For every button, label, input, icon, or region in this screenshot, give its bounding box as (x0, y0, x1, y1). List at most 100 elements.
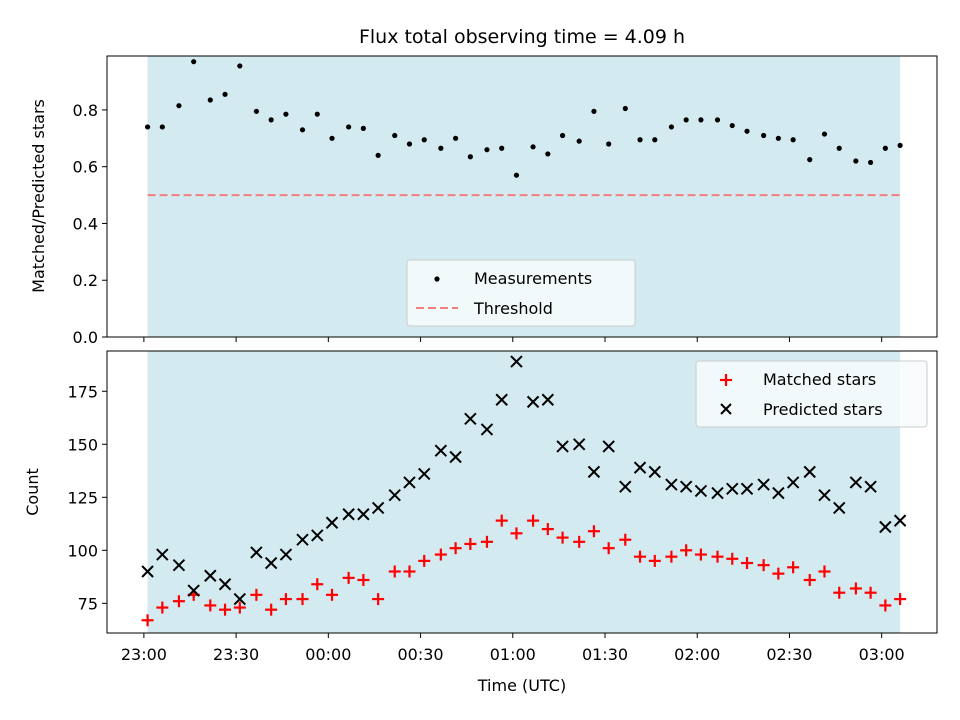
matched-stars-point (849, 582, 862, 595)
predicted-stars-point (711, 486, 724, 500)
predicted-stars-point (587, 465, 601, 479)
matched-stars-point (464, 537, 477, 550)
predicted-stars-point (679, 480, 693, 493)
matched-stars-point (772, 567, 785, 580)
matched-stars-point (573, 535, 586, 548)
measurement-point (591, 108, 597, 114)
measurement-point (438, 145, 444, 151)
predicted-stars-point (233, 592, 247, 606)
legend-matched-label: Matched stars (763, 370, 876, 389)
matched-stars-point (311, 578, 324, 591)
predicted-stars-point (296, 533, 309, 546)
matched-stars-point (541, 523, 554, 536)
measurement-point (360, 125, 366, 131)
y-tick-label: 75 (78, 594, 98, 613)
matched-stars-point (556, 531, 569, 544)
y-tick-label: 0.8 (73, 101, 98, 120)
measurement-point (668, 124, 675, 130)
matched-stars-point (265, 603, 278, 616)
measurement-point (761, 132, 767, 139)
matched-stars-point (156, 601, 169, 614)
x-tick-label: 00:30 (398, 645, 444, 664)
y-tick-label: 0.2 (73, 271, 98, 290)
matched-stars-point (434, 548, 447, 561)
measurement-point (314, 111, 320, 117)
measurement-point (683, 117, 689, 123)
measurement-point (652, 137, 658, 143)
predicted-stars-point (818, 488, 831, 502)
y-axis-label-bottom: Count (23, 468, 42, 516)
measurement-point (421, 137, 427, 143)
predicted-stars-point (602, 440, 615, 453)
x-tick-label: 02:00 (674, 645, 720, 664)
measurement-point (622, 105, 628, 112)
measurement-point (744, 128, 750, 134)
x-axis-ticks-bottom: 23:00 23:30 00:00 00:30 01:00 01:30 02:00 02:30… (121, 633, 905, 664)
predicted-stars-point (495, 393, 508, 406)
predicted-stars-point (464, 412, 477, 426)
matched-stars-point (296, 593, 309, 606)
measurement-point (714, 117, 721, 123)
matched-stars-point (172, 595, 185, 608)
measurement-point (159, 124, 165, 130)
matched-stars-point (418, 554, 431, 567)
measurement-point (268, 117, 274, 123)
matched-stars-point (803, 573, 816, 586)
plot-frame-bottom (106, 350, 938, 634)
matched-stars-point (634, 550, 647, 563)
measurement-point (237, 63, 243, 69)
measurement-point (530, 144, 536, 150)
measurement-point (392, 132, 398, 139)
matched-stars-point (403, 565, 416, 578)
predicted-stars-point (325, 516, 339, 529)
matched-stars-point (894, 593, 907, 606)
measurement-point (729, 122, 735, 129)
predicted-stars-point (172, 558, 186, 572)
predicted-stars-point (250, 546, 263, 559)
matched-stars-point (787, 561, 800, 574)
predicted-stars-point (279, 548, 293, 561)
measurement-point (467, 154, 473, 160)
y-tick-label: 0.4 (73, 214, 98, 233)
predicted-stars-point (480, 423, 494, 436)
predicted-stars-point (665, 478, 678, 491)
measurement-point (222, 91, 228, 97)
legend-matched-marker (720, 374, 732, 386)
legend-measurements-label: Measurements (474, 269, 592, 288)
y-tick-label: 175 (67, 382, 98, 401)
measurement-point (821, 131, 828, 137)
matched-stars-point (449, 542, 462, 555)
matched-stars-point (233, 601, 246, 614)
x-tick-label: 01:30 (582, 645, 628, 664)
matched-stars-point (326, 588, 339, 601)
panel-top: 0.00.20.40.60.8 Matched/Predicted stars … (29, 55, 938, 347)
legend-bottom: Matched stars Predicted stars (695, 360, 928, 428)
measurement-point (882, 145, 888, 151)
legend-predicted-marker (720, 403, 732, 415)
matched-stars-point (388, 565, 401, 578)
matched-stars-point (219, 603, 232, 616)
predicted-stars-point (204, 569, 217, 582)
measurement-point (144, 124, 151, 130)
matched-stars-point (741, 557, 754, 570)
measurement-point (513, 172, 520, 178)
measurement-point (897, 142, 903, 149)
predicted-stars-point (434, 444, 448, 457)
matched-stars-point (619, 533, 632, 546)
y-axis-ticks-top: 0.0 0.2 0.4 0.6 0.8 (73, 101, 107, 347)
predicted-stars-point (357, 508, 370, 521)
matched-stars-point (833, 586, 846, 599)
matched-stars-point (711, 550, 724, 563)
predicted-stars-point (403, 476, 416, 489)
matched-stars-point (648, 554, 661, 567)
predicted-stars-point (740, 482, 754, 496)
legend-measurements-marker (434, 276, 440, 282)
y-axis-label-top: Matched/Predicted stars (29, 99, 48, 293)
measurement-point (807, 157, 813, 163)
plot-frame-top (106, 55, 938, 338)
predicted-stars-point (371, 501, 385, 515)
predicted-stars-point (418, 467, 431, 481)
x-tick-label: 01:00 (490, 645, 536, 664)
predicted-stars-point (648, 465, 662, 479)
